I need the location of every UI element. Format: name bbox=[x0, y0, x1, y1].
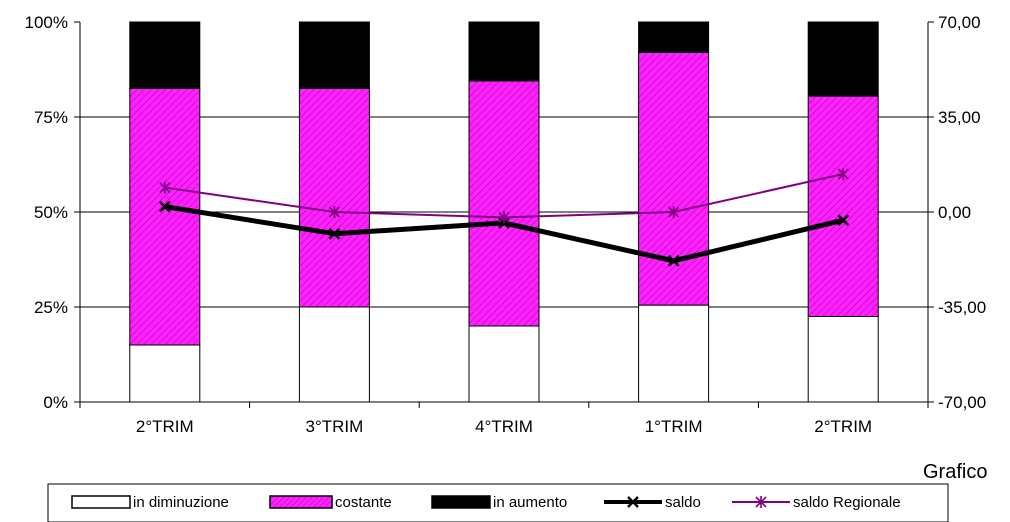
legend-marker-saldo-regionale bbox=[755, 496, 767, 508]
legend-swatch-costante bbox=[269, 495, 333, 509]
bar-in-aumento bbox=[638, 21, 710, 53]
legend-marker-saldo bbox=[627, 496, 639, 508]
legend-label-in-diminuzione: in diminuzione bbox=[133, 494, 229, 511]
x-tick-label: 1°TRIM bbox=[645, 417, 703, 436]
legend-label-saldo-regionale: saldo Regionale bbox=[793, 494, 901, 511]
caption: Grafico bbox=[923, 461, 987, 483]
point-saldo bbox=[158, 200, 171, 213]
point-saldo-regionale bbox=[159, 181, 171, 194]
point-saldo bbox=[837, 214, 850, 227]
left-tick-label: 75% bbox=[34, 108, 68, 127]
bar-in-diminuzione bbox=[638, 304, 710, 403]
point-saldo-regionale bbox=[837, 168, 849, 180]
x-tick-label: 4°TRIM bbox=[475, 417, 533, 436]
bar-in-aumento bbox=[129, 21, 201, 89]
bar-costante bbox=[129, 88, 201, 346]
bar-in-diminuzione bbox=[807, 316, 879, 403]
bar-costante bbox=[468, 80, 540, 327]
left-tick-label: 0% bbox=[43, 393, 68, 412]
bar-costante bbox=[638, 51, 710, 306]
point-saldo-regionale bbox=[328, 206, 340, 218]
left-tick-label: 25% bbox=[34, 298, 68, 317]
right-tick-label: 70,00 bbox=[938, 13, 981, 32]
x-tick-label: 2°TRIM bbox=[136, 417, 194, 436]
point-saldo bbox=[667, 254, 680, 267]
right-tick-label: 35,00 bbox=[938, 108, 981, 127]
bar-in-diminuzione bbox=[468, 325, 540, 403]
legend-box bbox=[47, 483, 949, 522]
x-tick-label: 3°TRIM bbox=[305, 417, 363, 436]
bar-in-diminuzione bbox=[129, 344, 201, 403]
bar-costante bbox=[298, 88, 370, 308]
right-tick-label: -70,00 bbox=[938, 393, 986, 412]
x-tick-label: 2°TRIM bbox=[814, 417, 872, 436]
legend-swatch-in-aumento bbox=[431, 495, 491, 509]
point-saldo bbox=[328, 227, 341, 240]
bar-in-aumento bbox=[468, 21, 540, 82]
bar-in-diminuzione bbox=[298, 306, 370, 403]
point-saldo-regionale bbox=[498, 211, 510, 224]
left-tick-label: 50% bbox=[34, 203, 68, 222]
legend-label-saldo: saldo bbox=[665, 494, 701, 511]
legend-label-in-aumento: in aumento bbox=[493, 494, 567, 511]
point-saldo-regionale bbox=[668, 206, 680, 218]
right-tick-label: -35,00 bbox=[938, 298, 986, 317]
bar-in-aumento bbox=[298, 21, 370, 89]
legend-swatch-in-diminuzione bbox=[71, 495, 131, 509]
legend-label-costante: costante bbox=[335, 494, 392, 511]
bar-costante bbox=[807, 95, 879, 317]
bar-in-aumento bbox=[807, 21, 879, 97]
legend: in diminuzione costante in aumento saldo sal… bbox=[47, 483, 949, 522]
right-tick-label: 0,00 bbox=[938, 203, 971, 222]
left-tick-label: 100% bbox=[25, 13, 68, 32]
